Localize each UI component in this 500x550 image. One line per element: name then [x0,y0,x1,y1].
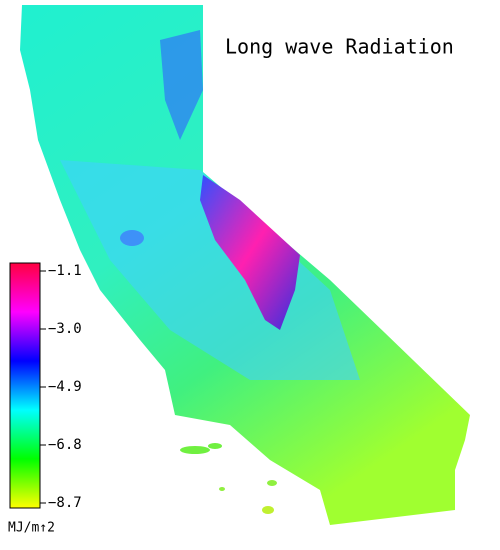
island [262,506,274,514]
colorbar-tick-label: −3.0 [48,321,82,337]
colorbar [9,262,41,509]
sierra-nevada [200,175,300,330]
colorbar-tick-label: −4.9 [48,379,82,395]
north-mountains [160,30,203,140]
colorbar-tick-label: −1.1 [48,263,82,279]
island [267,480,277,486]
basin [120,230,144,246]
colorbar-unit: MJ/m↑2 [8,521,55,536]
california-map [20,5,470,525]
valley-region [60,160,360,380]
island [180,446,210,454]
island [219,487,225,491]
island [208,443,222,449]
colorbar-tick-label: −8.7 [48,495,82,511]
map-title: Long wave Radiation [225,35,454,59]
colorbar-tick-label: −6.8 [48,437,82,453]
